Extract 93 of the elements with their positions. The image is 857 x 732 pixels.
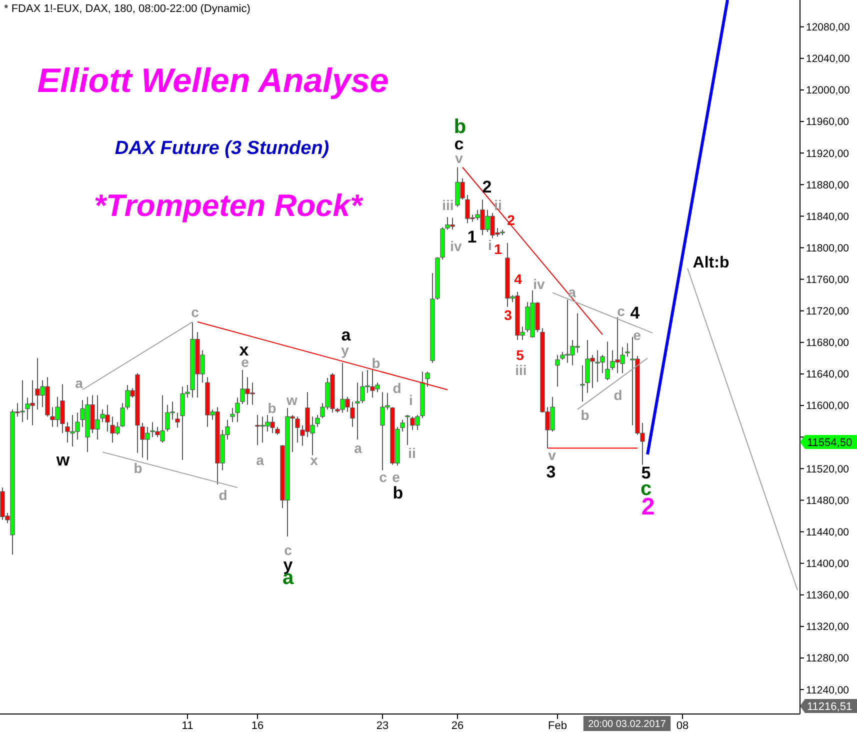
annotation: 1 [467,228,477,246]
annotation: b [580,407,590,423]
annotation: *Trompeten Rock* [94,188,364,223]
annotation: ii [408,445,416,461]
annotation: b [372,355,380,371]
annotation: ii [494,197,502,213]
y-tick-label: 11440,00 [806,526,850,538]
y-tick-label: 11240,00 [806,684,850,696]
y-tick-label: 11840,00 [806,210,850,223]
y-tick-label: 11720,00 [806,306,850,318]
candlestick [295,416,300,444]
candlestick [425,371,430,388]
annotation: d [392,380,402,396]
y-tick-label: 11360,00 [806,590,850,602]
annotation: 2 [482,178,492,196]
annotation: b [392,484,404,502]
annotation: iii [442,197,454,213]
annotation: 5 [516,347,524,363]
candlestick [605,341,610,381]
x-tick-label: 16 [251,720,264,732]
y-tick-label: 11280,00 [806,652,850,665]
y-tick-label: 11640,00 [806,368,850,381]
y-tick-label: 11920,00 [806,148,850,160]
annotation: a [568,284,576,300]
annotation: a [354,440,362,456]
candlestick [230,407,235,423]
annotation: a [256,452,264,468]
candlestick [580,364,585,402]
annotation: iv [533,276,546,292]
annotation: v [548,447,556,463]
annotation: Alt:b [692,254,730,272]
candlestick [555,354,560,388]
x-tick-label: 26 [451,720,464,732]
text: 20:00 03.02.2017 [588,719,666,730]
annotation: a [341,326,352,344]
y-tick-label: 12000,00 [806,84,850,97]
text: Elliott Wellen Analyse [37,62,389,100]
y-tick-label: 11800,00 [806,242,850,254]
annotation: y [283,556,294,574]
y-tick-label: 11320,00 [806,621,850,634]
annotation: 1 [494,241,502,257]
y-tick-label: 11400,00 [806,558,850,570]
candlestick [625,342,630,358]
annotation: d [614,387,622,403]
annotation: iv [450,238,462,254]
annotation: a [75,375,84,391]
annotation: w [286,392,298,408]
candlestick [400,419,405,432]
annotation: e [392,469,400,485]
annotation: c [617,303,626,319]
annotation: * FDAX 1!-EUX, DAX, 180, 08:00-22:00 (Dynamic) [4,3,250,15]
annotation: iii [515,362,527,378]
annotation: c [284,542,292,558]
annotation: c [191,304,200,320]
candlestick [350,401,355,428]
annotation: e [633,327,642,343]
x-tick-label: 11 [182,720,194,732]
y-tick-label: 11880,00 [806,179,850,192]
text: DAX Future (3 Stunden) [114,138,330,159]
y-tick-label: 11960,00 [806,116,850,128]
annotation: b [134,460,142,476]
y-tick-label: 11680,00 [806,337,850,350]
y-tick-label: 11600,00 [806,400,850,412]
annotation: 4 [630,304,640,322]
annotation: x [310,452,318,468]
y-tick-label: 11480,00 [806,494,850,507]
candlestick [175,412,180,428]
annotation: i [409,392,413,408]
x-tick-label: 08 [676,720,689,732]
y-tick-label: 12040,00 [806,53,850,66]
y-tick-label: 11760,00 [806,274,850,286]
annotation: 5 [641,464,651,482]
text: 11216,51 [807,701,852,713]
annotation: 3 [546,462,556,482]
y-tick-label: 12080,00 [806,22,850,34]
x-tick-label: 23 [376,720,389,732]
candlestick [355,382,360,440]
annotation: 4 [514,271,522,287]
annotation: 2 [507,212,516,228]
annotation: 3 [504,307,512,323]
y-tick-label: 11520,00 [806,463,850,476]
candlestick [405,414,410,446]
text: 11554,50 [807,437,852,449]
candlestick [315,414,320,428]
candlestick [235,397,240,423]
annotation: i [488,237,492,253]
annotation: b [268,400,276,416]
annotation: w [55,450,70,470]
candlestick [120,402,125,428]
annotation: d [218,487,228,503]
x-tick-label: Feb [548,720,567,732]
annotation: c [379,469,388,485]
annotation: y [341,342,350,358]
